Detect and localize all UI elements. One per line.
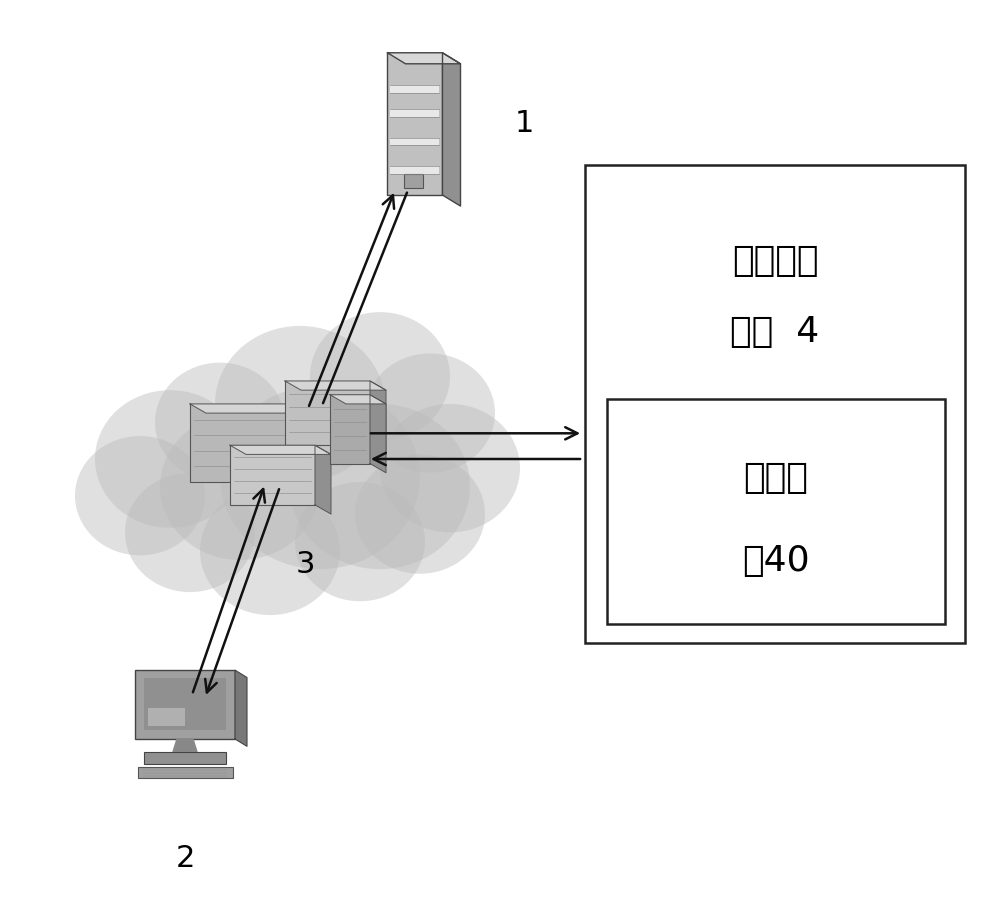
Text: 通知单: 通知单 [744, 461, 808, 495]
Polygon shape [315, 445, 331, 514]
Polygon shape [173, 739, 197, 752]
Polygon shape [190, 404, 306, 413]
Bar [285, 381, 370, 445]
Polygon shape [370, 381, 386, 454]
Bar [390, 138, 439, 145]
Bar [607, 399, 945, 624]
Bar [390, 109, 439, 117]
Text: 兣40: 兣40 [742, 544, 810, 578]
Bar [390, 166, 439, 174]
Circle shape [125, 473, 255, 592]
Bar [404, 174, 423, 188]
Bar [148, 708, 185, 726]
Circle shape [355, 454, 485, 574]
Bar [144, 752, 226, 764]
Polygon shape [387, 52, 460, 64]
Bar [387, 52, 442, 196]
Polygon shape [235, 670, 247, 746]
Circle shape [95, 390, 245, 528]
Polygon shape [330, 395, 386, 404]
Text: 中心监控: 中心监控 [732, 243, 818, 278]
Bar [330, 395, 370, 464]
Circle shape [380, 404, 520, 532]
Circle shape [160, 413, 320, 560]
Circle shape [365, 353, 495, 473]
Bar [585, 165, 965, 643]
Polygon shape [285, 381, 386, 390]
Text: 2: 2 [175, 844, 195, 873]
Bar [135, 670, 235, 739]
Circle shape [155, 363, 285, 482]
Circle shape [310, 312, 450, 441]
Bar [144, 678, 226, 730]
Text: 模块  4: 模块 4 [730, 315, 820, 350]
Text: 1: 1 [515, 109, 534, 139]
Polygon shape [290, 404, 306, 491]
Bar [138, 767, 232, 778]
Circle shape [75, 436, 205, 555]
Polygon shape [370, 395, 386, 473]
Circle shape [200, 487, 340, 615]
Circle shape [215, 326, 385, 482]
Polygon shape [442, 52, 460, 206]
Bar [390, 85, 439, 93]
Polygon shape [230, 445, 331, 454]
Bar [190, 404, 290, 482]
Circle shape [290, 404, 470, 569]
Text: 3: 3 [295, 550, 315, 579]
Circle shape [220, 386, 420, 569]
Circle shape [295, 482, 425, 601]
Bar [230, 445, 315, 505]
